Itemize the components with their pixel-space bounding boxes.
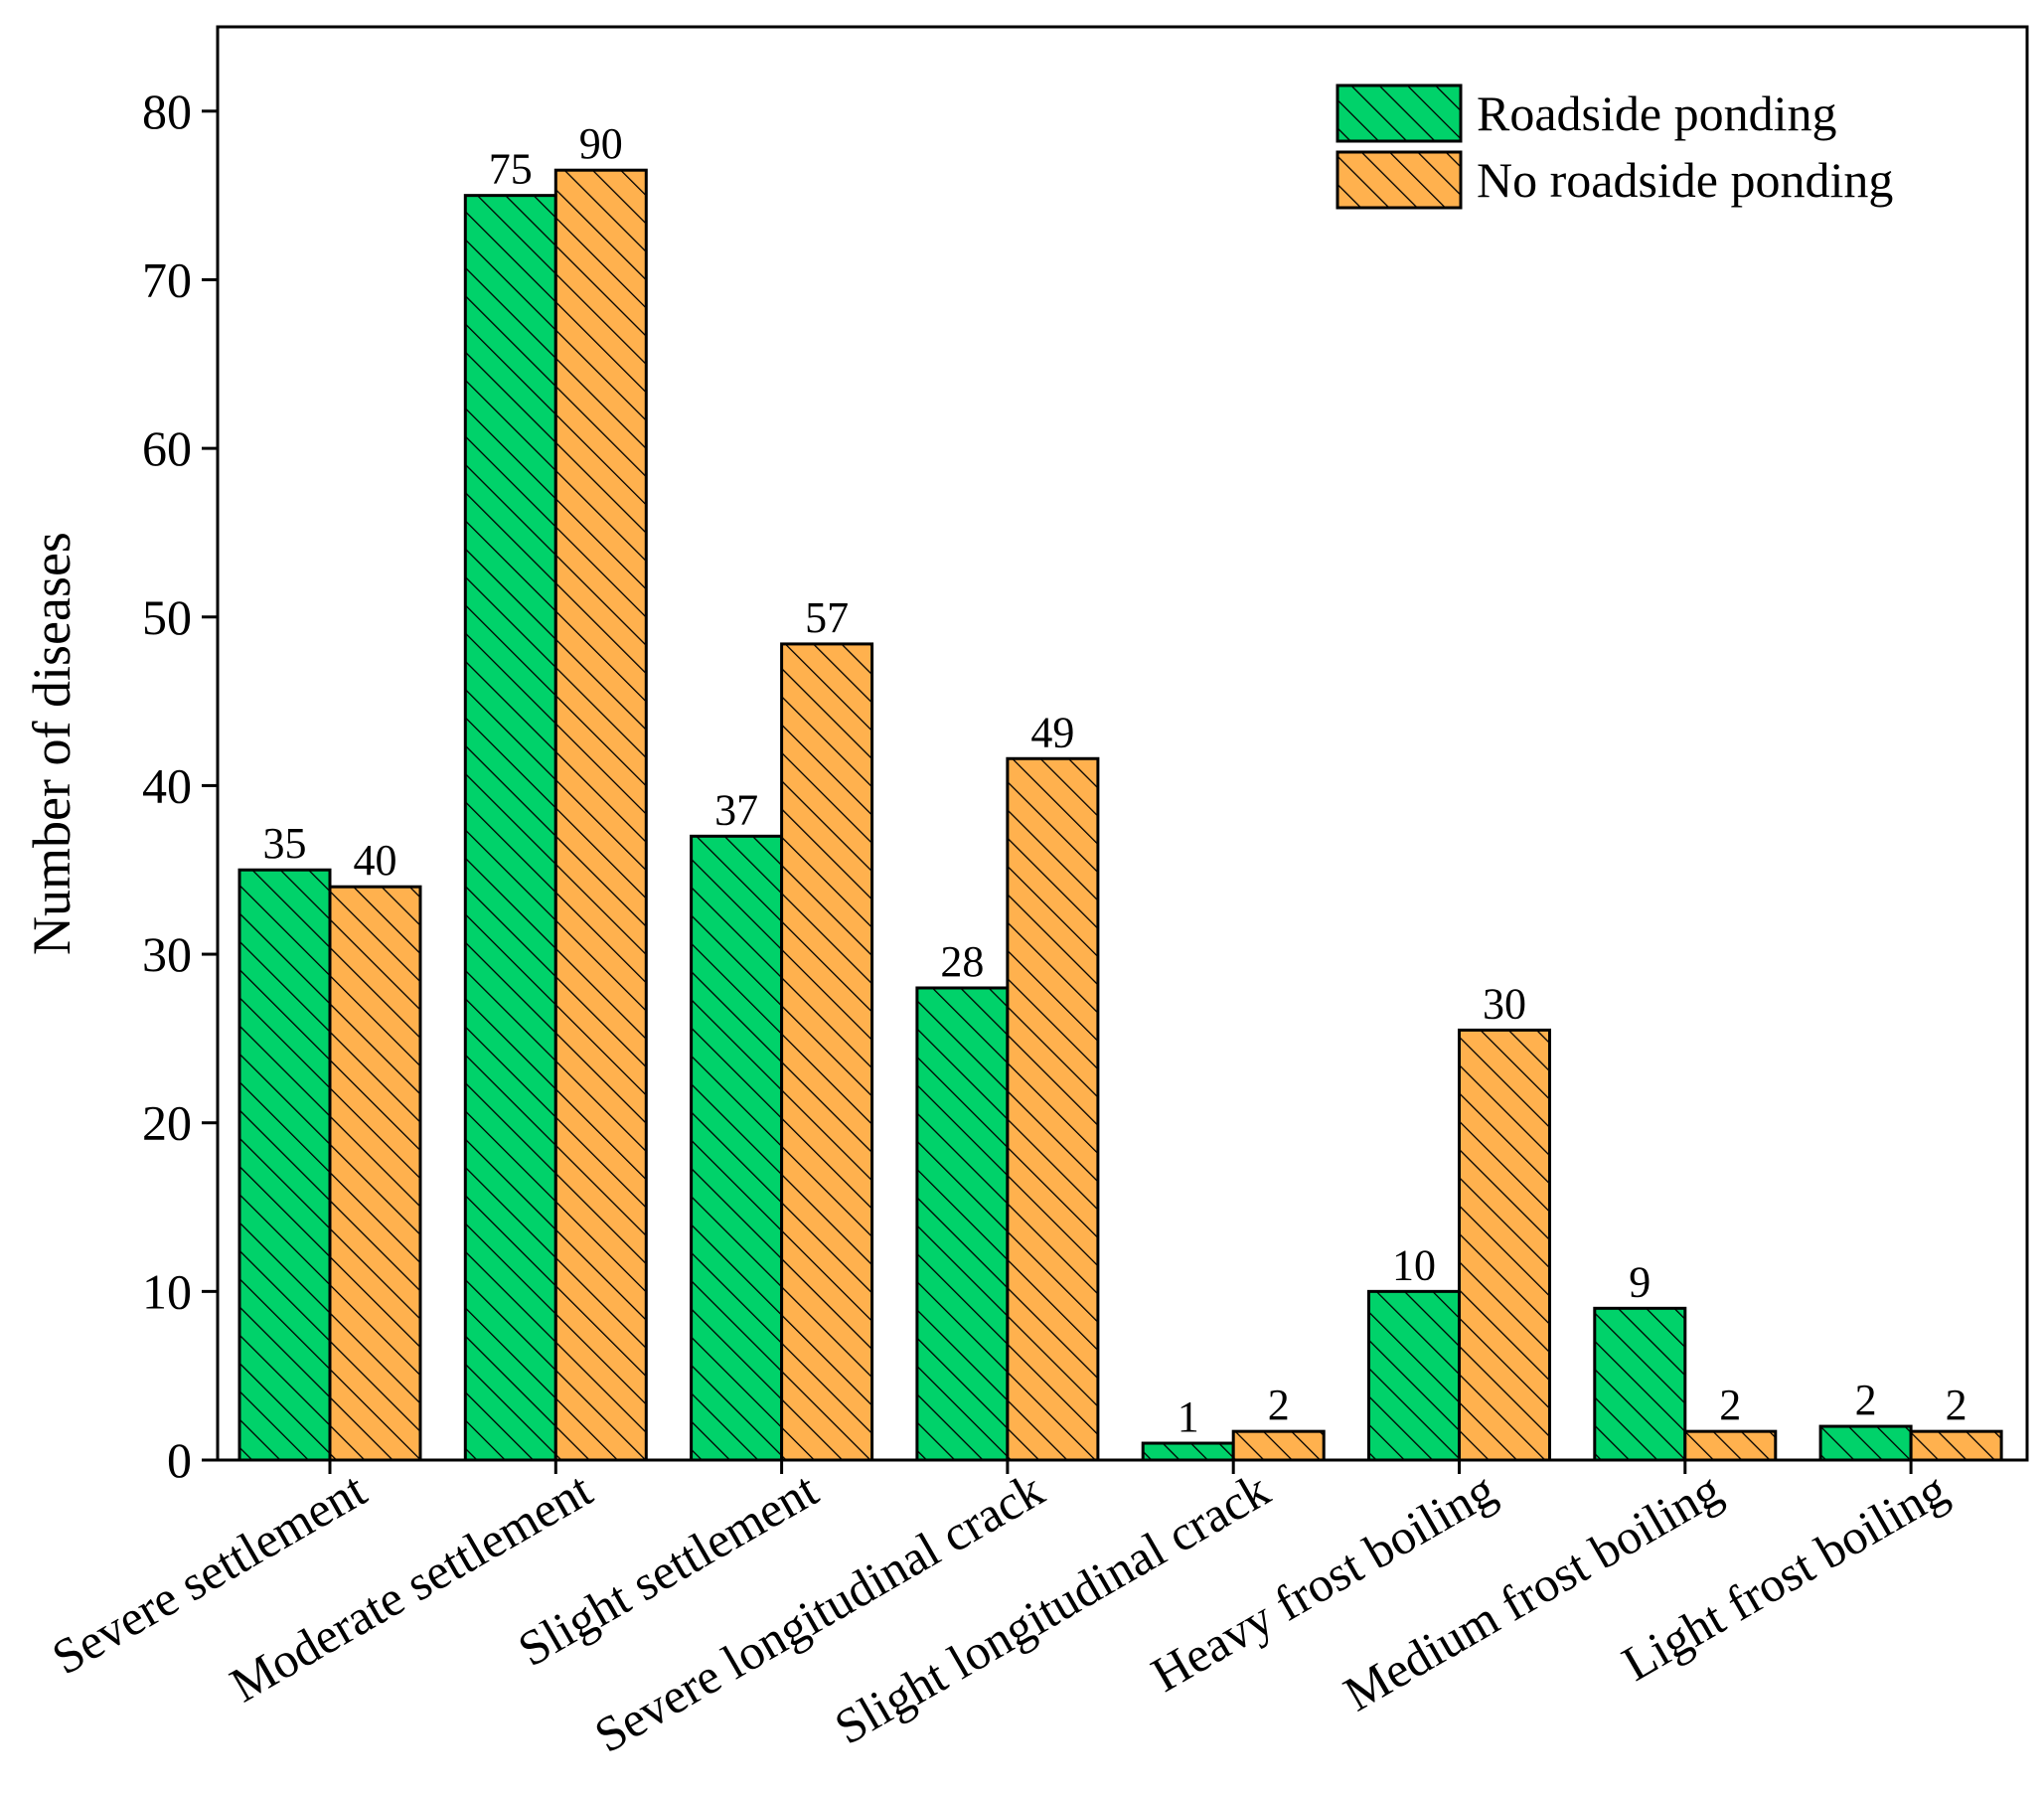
bar-hatch xyxy=(1143,1443,1234,1460)
bar-hatch xyxy=(1594,1308,1685,1460)
bar-hatch xyxy=(465,195,556,1460)
y-tick-label: 80 xyxy=(142,83,192,139)
bar-roadside-ponding-4 xyxy=(1141,1441,1235,1462)
bar-no-roadside-ponding-0 xyxy=(328,885,422,1462)
x-tick-label: Moderate settlement xyxy=(221,1461,601,1713)
y-tick-label: 70 xyxy=(142,251,192,307)
bar-roadside-ponding-6 xyxy=(1593,1306,1687,1462)
bar-hatch xyxy=(1911,1431,2002,1460)
y-axis-title: Number of diseases xyxy=(22,532,81,955)
legend-label: Roadside ponding xyxy=(1477,85,1836,141)
y-tick-label: 30 xyxy=(142,926,192,982)
legend: Roadside ponding No roadside ponding xyxy=(1336,83,1893,210)
bar-value-label: 2 xyxy=(1268,1381,1290,1429)
bar-roadside-ponding-3 xyxy=(915,986,1010,1462)
legend-label: No roadside ponding xyxy=(1477,152,1893,208)
bar-no-roadside-ponding-7 xyxy=(1909,1429,2003,1462)
bar-hatch xyxy=(1368,1291,1460,1460)
bar-hatch xyxy=(781,643,872,1460)
bar-hatch xyxy=(555,170,647,1461)
legend-swatch-hatch xyxy=(1337,152,1461,208)
legend-item-no-roadside-ponding: No roadside ponding xyxy=(1336,150,1893,210)
bar-value-label: 49 xyxy=(1030,708,1074,756)
bar-hatch xyxy=(1820,1426,1912,1460)
bar-value-label: 2 xyxy=(1719,1381,1741,1429)
bar-hatch xyxy=(1007,758,1098,1460)
y-tick-label: 60 xyxy=(142,420,192,476)
bar-value-label: 9 xyxy=(1629,1257,1651,1306)
bar-roadside-ponding-1 xyxy=(463,194,557,1462)
x-tick-label: Slight longitudinal crack xyxy=(826,1461,1279,1755)
bar-roadside-ponding-0 xyxy=(237,868,332,1462)
bar-roadside-ponding-7 xyxy=(1818,1424,1913,1462)
y-tick-label: 0 xyxy=(167,1432,192,1488)
bar-value-label: 1 xyxy=(1178,1392,1199,1441)
bar-value-label: 40 xyxy=(354,836,397,885)
bar-value-label: 75 xyxy=(489,145,533,194)
y-tick-label: 10 xyxy=(142,1263,192,1319)
bar-no-roadside-ponding-3 xyxy=(1006,756,1100,1462)
bar-no-roadside-ponding-1 xyxy=(553,168,648,1462)
plot-frame xyxy=(216,25,2029,1462)
bar-roadside-ponding-2 xyxy=(690,834,784,1462)
bar-hatch xyxy=(239,870,330,1460)
y-tick-label: 40 xyxy=(142,757,192,813)
y-tick-label: 50 xyxy=(142,589,192,645)
bar-roadside-ponding-5 xyxy=(1367,1289,1461,1462)
legend-swatch-outline xyxy=(1336,150,1463,210)
bar-value-label: 2 xyxy=(1946,1381,1967,1429)
bar-no-roadside-ponding-2 xyxy=(780,642,874,1462)
bar-no-roadside-ponding-6 xyxy=(1683,1429,1778,1462)
bar-value-label: 37 xyxy=(714,785,758,834)
bar-hatch xyxy=(691,836,782,1460)
bar-value-label: 28 xyxy=(940,937,984,986)
bar-hatch xyxy=(916,987,1008,1460)
y-tick-label: 20 xyxy=(142,1095,192,1151)
bar-value-label: 57 xyxy=(805,593,849,642)
bar-value-label: 35 xyxy=(263,819,307,868)
bar-hatch xyxy=(330,887,420,1460)
legend-swatch-outline xyxy=(1336,83,1463,143)
legend-swatch-hatch xyxy=(1337,85,1461,141)
bar-value-label: 30 xyxy=(1483,979,1526,1028)
legend-item-roadside-ponding: Roadside ponding xyxy=(1336,83,1836,143)
bar-value-label: 2 xyxy=(1855,1376,1877,1424)
bar-hatch xyxy=(1684,1431,1776,1460)
bar-no-roadside-ponding-5 xyxy=(1458,1028,1551,1462)
x-tick-label: Medium frost boiling xyxy=(1335,1461,1730,1721)
bar-value-label: 90 xyxy=(579,119,623,168)
bar-hatch xyxy=(1233,1431,1325,1460)
bar-no-roadside-ponding-4 xyxy=(1231,1429,1326,1462)
bar-hatch xyxy=(1459,1030,1550,1460)
bar-value-label: 10 xyxy=(1392,1240,1436,1289)
